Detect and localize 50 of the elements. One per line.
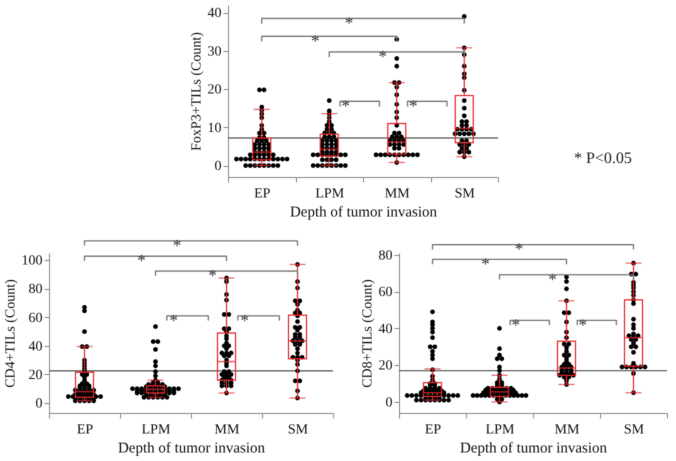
annotation: * [172,236,182,255]
y-tick-label: 80 [378,248,392,264]
text: * P<0.05 [574,150,632,168]
x-tick-label: SM [288,422,309,438]
x-tick-label: EP [254,186,271,202]
x-axis-title: Depth of tumor invasion [118,440,266,456]
y-axis-title: FoxP3+TILs (Count) [190,32,204,151]
x-axis-title: Depth of tumor invasion [290,204,438,220]
annotation: * [208,266,217,286]
annotation: * [240,310,249,330]
annotation: * [512,315,520,334]
x-tick-label: MM [554,422,580,438]
y-tick-label: 20 [208,82,222,98]
annotation: * [342,96,350,116]
annotation: * [514,240,524,259]
y-tick-label: 60 [28,310,42,326]
x-tick-label: LPM [315,186,345,202]
y-axis-title: CD8+TILs (Count) [360,278,376,388]
y-tick-label: 20 [28,368,42,383]
y-tick-label: 20 [378,358,392,374]
y-tick-label: 30 [208,44,222,60]
annotation: * [169,310,178,330]
y-tick-label: 100 [22,254,42,269]
annotation: * [378,46,387,66]
y-tick-label: 0 [214,159,222,174]
annotation: * [344,13,354,32]
x-tick-label: LPM [142,422,171,438]
annotation: * [548,270,557,289]
y-tick-label: 40 [28,339,42,354]
x-tick-label: EP [76,422,94,438]
x-tick-label: SM [454,186,476,202]
y-tick-label: 40 [208,6,222,22]
annotation: * [311,31,320,50]
y-tick-label: 60 [378,285,392,300]
annotation: * [409,96,418,116]
y-tick-label: 0 [386,395,392,410]
x-tick-label: MM [214,422,240,438]
x-tick-label: LPM [486,422,515,438]
y-tick-label: 10 [208,120,222,136]
x-tick-label: MM [384,186,410,202]
annotation: * [481,254,490,274]
x-axis-title: Depth of tumor invasion [460,440,608,456]
y-tick-label: 40 [378,322,392,337]
annotation: * [137,251,146,270]
annotation: * [578,315,588,334]
x-tick-label: SM [624,422,645,438]
y-tick-label: 80 [28,282,42,298]
y-axis-title: CD4+TILs (Count) [4,278,18,388]
x-tick-label: EP [424,422,442,438]
y-tick-label: 0 [36,396,42,412]
